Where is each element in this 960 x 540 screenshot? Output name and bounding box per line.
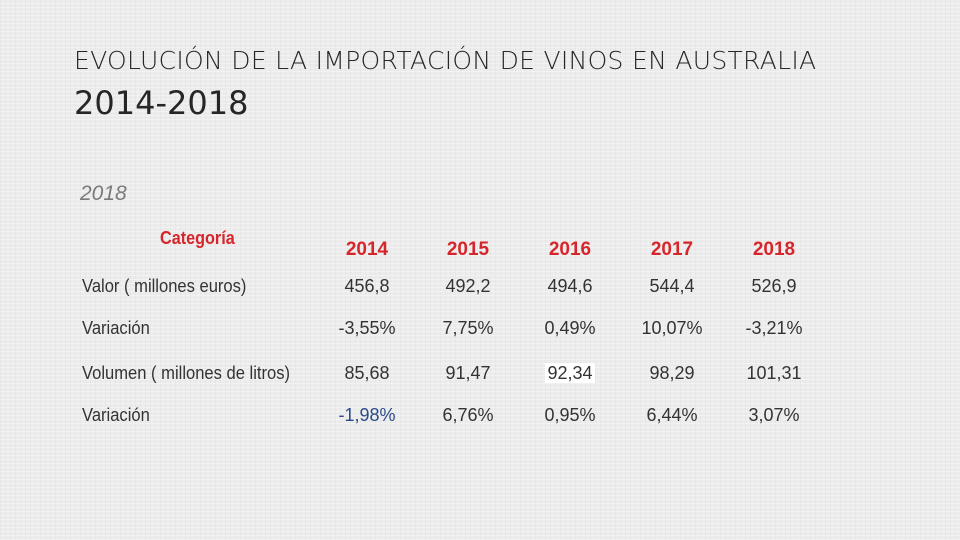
table-caption: 2018 <box>80 182 127 205</box>
table-cell: 3,07% <box>748 405 800 425</box>
row-label-variacion-volumen: Variación <box>82 405 150 425</box>
table-cell: 10,07% <box>641 318 703 338</box>
table-cell-value: 92,34 <box>545 363 595 383</box>
year-header-2016: 2016 <box>548 239 592 260</box>
table-cell: 544,4 <box>649 276 695 296</box>
table-cell: 98,29 <box>649 363 695 383</box>
table-cell: 92,34 <box>520 363 620 384</box>
table-cell: 6,76% <box>442 405 494 425</box>
table-cell: -3,21% <box>745 318 803 338</box>
table-cell: 6,44% <box>646 405 698 425</box>
table-cell: -3,55% <box>338 318 396 338</box>
table-cell: 91,47 <box>445 363 491 383</box>
table-cell: 494,6 <box>547 276 593 296</box>
table-cell: 101,31 <box>746 363 802 383</box>
year-header-2017: 2017 <box>650 239 694 260</box>
slide-title-years: 2014-2018 <box>74 84 249 122</box>
year-header-2018: 2018 <box>752 239 796 260</box>
row-label-volumen: Volumen ( millones de litros) <box>82 363 291 383</box>
table-cell: 456,8 <box>344 276 390 296</box>
year-header-2014: 2014 <box>345 239 389 260</box>
table-cell: 85,68 <box>344 363 390 383</box>
table-cell: 0,95% <box>544 405 596 425</box>
slide-title-main: EVOLUCIÓN DE LA IMPORTACIÓN DE VINOS EN … <box>74 46 817 75</box>
row-label-valor: Valor ( millones euros) <box>82 276 247 296</box>
table-cell: 0,49% <box>544 318 596 338</box>
category-header: Categoría <box>160 228 235 248</box>
table-cell: 492,2 <box>445 276 491 296</box>
row-label-variacion-valor: Variación <box>82 318 150 338</box>
table-cell: 7,75% <box>442 318 494 338</box>
table-cell: -1,98% <box>338 405 396 425</box>
table-cell: 526,9 <box>751 276 797 296</box>
year-header-2015: 2015 <box>446 239 490 260</box>
